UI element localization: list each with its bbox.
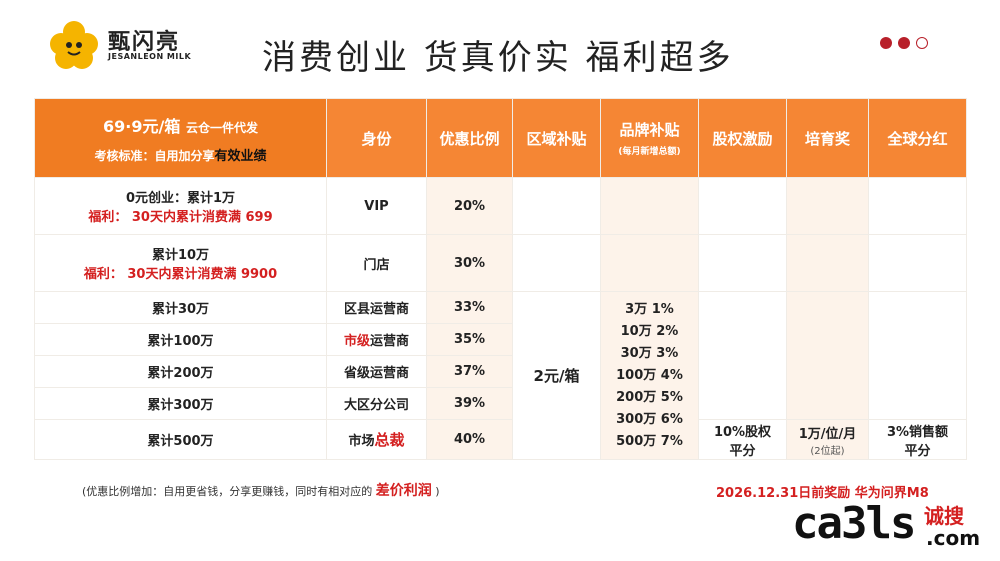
condition-cell: 累计10万 福利： 30天内累计消费满 9900 [34, 234, 327, 292]
discount-cell: 40% [426, 419, 513, 460]
table-row: 累计10万 福利： 30天内累计消费满 9900 门店 30% [34, 234, 967, 292]
prize-note: 2026.12.31日前奖励 华为问界M8 [716, 486, 929, 501]
condition-cell: 累计30万 [34, 291, 327, 324]
header-identity: 身份 [326, 98, 427, 178]
watermark: ca3ls 诚搜 .com [792, 498, 981, 550]
table-row: 累计100万 市级运营商 35% [34, 323, 967, 356]
header-cultivation: 培育奖 [786, 98, 869, 178]
identity-cell: 市场总裁 [326, 419, 427, 460]
condition-cell: 累计200万 [34, 355, 327, 388]
brand-subsidy-tiers: 3万 1% 10万 2% 30万 3% 100万 4% 200万 5% 300万… [600, 291, 699, 460]
table-header: 69·9元/箱 云仓一件代发 考核标准：自用加分享有效业绩 身份 优惠比例 区域… [34, 98, 967, 178]
table-row: 累计500万 市场总裁 40% 10%股权 平分 1万/位/月 (2位起) 3%销售… [34, 419, 967, 460]
header-plan: 69·9元/箱 云仓一件代发 考核标准：自用加分享有效业绩 [34, 98, 327, 178]
discount-cell: 37% [426, 355, 513, 388]
table-row: 累计30万 区县运营商 33% 2元/箱 3万 1% 10万 2% 30万 3%… [34, 291, 967, 460]
discount-cell: 35% [426, 323, 513, 356]
condition-cell: 累计300万 [34, 387, 327, 420]
benefit-table: 69·9元/箱 云仓一件代发 考核标准：自用加分享有效业绩 身份 优惠比例 区域… [34, 98, 967, 460]
discount-cell: 20% [426, 177, 513, 235]
header-dividend: 全球分红 [868, 98, 967, 178]
identity-cell: VIP [326, 177, 427, 235]
identity-cell: 大区分公司 [326, 387, 427, 420]
table-row: 0元创业：累计1万 福利： 30天内累计消费满 699 VIP 20% [34, 177, 967, 235]
brand-name-en: JESANLEON MILK [108, 52, 192, 61]
pager-dot[interactable] [898, 37, 910, 49]
footnote: (优惠比例增加：自用更省钱，分享更赚钱，同时有相对应的 差价利润 ) [82, 483, 440, 499]
cultivation-cell: 1万/位/月 (2位起) [786, 419, 869, 460]
pager-dot-active[interactable] [916, 37, 928, 49]
regional-subsidy-cell: 2元/箱 [512, 291, 601, 460]
dividend-cell: 3%销售额 平分 [868, 419, 967, 460]
identity-cell: 市级运营商 [326, 323, 427, 356]
condition-cell: 0元创业：累计1万 福利： 30天内累计消费满 699 [34, 177, 327, 235]
discount-cell: 39% [426, 387, 513, 420]
header-equity: 股权激励 [698, 98, 787, 178]
header-discount: 优惠比例 [426, 98, 513, 178]
table-row: 累计300万 大区分公司 39% [34, 387, 967, 420]
brand-name: 甄闪亮 [108, 30, 181, 55]
identity-cell: 门店 [326, 234, 427, 292]
equity-cell: 10%股权 平分 [698, 419, 787, 460]
flower-logo-icon [50, 21, 98, 69]
table-row: 累计200万 省级运营商 37% [34, 355, 967, 388]
identity-cell: 区县运营商 [326, 291, 427, 324]
header-brand: 品牌补贴 (每月新增总额) [600, 98, 699, 178]
page-headline: 消费创业 货真价实 福利超多 [262, 38, 734, 78]
pager-dots [880, 34, 934, 53]
pager-dot[interactable] [880, 37, 892, 49]
discount-cell: 33% [426, 291, 513, 324]
identity-cell: 省级运营商 [326, 355, 427, 388]
discount-cell: 30% [426, 234, 513, 292]
brand-logo: 甄闪亮 JESANLEON MILK [46, 20, 196, 70]
condition-cell: 累计100万 [34, 323, 327, 356]
condition-cell: 累计500万 [34, 419, 327, 460]
header-regional: 区域补贴 [512, 98, 601, 178]
